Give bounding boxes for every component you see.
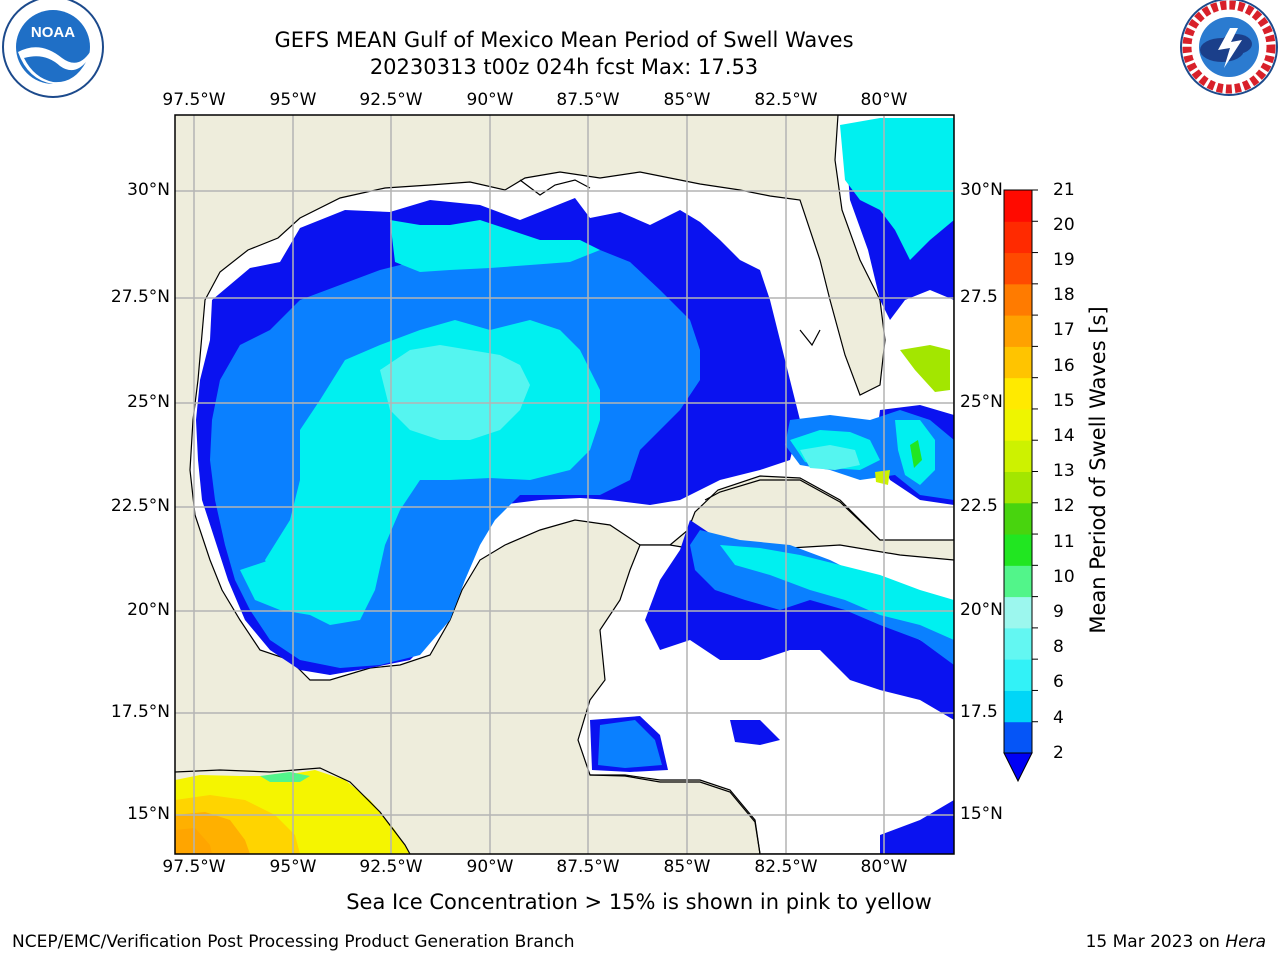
colorbar-segment [1004, 440, 1032, 472]
colorbar-tick: 21 [1053, 180, 1075, 200]
lat-label: 20°N [127, 600, 170, 620]
colorbar-tick: 15 [1053, 391, 1075, 411]
run-date-text: 15 Mar 2023 on [1085, 932, 1226, 952]
lon-label: 97.5°W [162, 90, 226, 110]
colorbar-tick: 20 [1053, 215, 1075, 235]
colorbar-segment [1004, 315, 1032, 347]
lat-label: 25°N [960, 392, 1003, 412]
swell-field-8s [380, 345, 860, 470]
colorbar-segment [1004, 565, 1032, 598]
sea-ice-note: Sea Ice Concentration > 15% is shown in … [346, 890, 932, 914]
lon-label: 87.5°W [556, 857, 620, 877]
colorbar-segment [1004, 190, 1032, 222]
lon-label: 95°W [269, 90, 317, 110]
run-date: 15 Mar 2023 on Hera [1086, 932, 1266, 952]
map-subtitle: 20230313 t00z 024h fcst Max: 17.53 [369, 55, 759, 79]
colorbar-segment [1004, 502, 1032, 535]
lat-label: 27.5°N [110, 287, 170, 307]
colorbar-segment [1004, 221, 1032, 254]
host-name: Hera [1225, 932, 1266, 952]
lon-label: 90°W [466, 857, 514, 877]
colorbar-tick: 12 [1053, 496, 1075, 516]
colorbar-tick: 14 [1053, 426, 1075, 446]
lat-label: 30°N [960, 180, 1003, 200]
colorbar-segment [1004, 659, 1032, 691]
lat-label: 22.5 [960, 496, 998, 516]
map-area [175, 115, 954, 854]
lon-label: 92.5°W [359, 90, 423, 110]
colorbar-segment [1004, 252, 1032, 285]
producer-credit: NCEP/EMC/Verification Post Processing Pr… [12, 932, 575, 952]
colorbar-extend-arrow [1003, 752, 1033, 783]
lat-label: 25°N [127, 392, 170, 412]
colorbar-tick: 11 [1053, 532, 1075, 552]
colorbar-tick: 13 [1053, 461, 1075, 481]
lon-label: 87.5°W [556, 90, 620, 110]
lat-label: 22.5°N [110, 496, 170, 516]
colorbar-tick: 10 [1053, 567, 1075, 587]
colorbar [1003, 189, 1038, 783]
lon-label: 80°W [860, 90, 908, 110]
lat-label: 17.5°N [110, 702, 170, 722]
lat-label: 15°N [960, 804, 1003, 824]
lat-label: 27.5 [960, 287, 998, 307]
lon-label: 92.5°W [359, 857, 423, 877]
lon-label: 82.5°W [754, 857, 818, 877]
colorbar-segment [1004, 690, 1032, 723]
colorbar-segment [1004, 283, 1032, 316]
colorbar-tick: 16 [1053, 356, 1075, 376]
colorbar-tick: 19 [1053, 250, 1075, 270]
lon-label: 90°W [466, 90, 514, 110]
noaa-logo: NOAA [2, 0, 104, 98]
lon-label: 82.5°W [754, 90, 818, 110]
colorbar-tick: 6 [1053, 672, 1064, 692]
colorbar-segment [1004, 534, 1032, 566]
lon-label: 80°W [860, 857, 908, 877]
lon-label: 85°W [663, 90, 711, 110]
colorbar-tick: 4 [1053, 708, 1064, 728]
coastline [175, 179, 881, 854]
lat-label: 20°N [960, 600, 1003, 620]
colorbar-segment [1004, 596, 1032, 629]
colorbar-tick: 8 [1053, 637, 1064, 657]
lat-label: 15°N [127, 804, 170, 824]
colorbar-tick: 2 [1053, 743, 1064, 763]
nws-logo [1180, 0, 1278, 96]
lon-label: 97.5°W [162, 857, 226, 877]
colorbar-tick: 18 [1053, 285, 1075, 305]
colorbar-segment [1004, 721, 1032, 754]
colorbar-segment [1004, 471, 1032, 504]
map-title: GEFS MEAN Gulf of Mexico Mean Period of … [274, 28, 854, 52]
colorbar-segment [1004, 377, 1032, 410]
colorbar-tick: 17 [1053, 320, 1075, 340]
graticule [175, 115, 954, 854]
svg-text:NOAA: NOAA [31, 24, 75, 41]
lon-label: 85°W [663, 857, 711, 877]
colorbar-segment [1004, 408, 1032, 441]
lat-label: 30°N [127, 180, 170, 200]
map-frame [174, 114, 955, 855]
colorbar-tick: 9 [1053, 602, 1064, 622]
lon-label: 95°W [269, 857, 317, 877]
colorbar-segment [1004, 627, 1032, 660]
colorbar-label: Mean Period of Swell Waves [s] [1086, 306, 1110, 634]
colorbar-segment [1004, 346, 1032, 379]
lat-label: 17.5 [960, 702, 998, 722]
